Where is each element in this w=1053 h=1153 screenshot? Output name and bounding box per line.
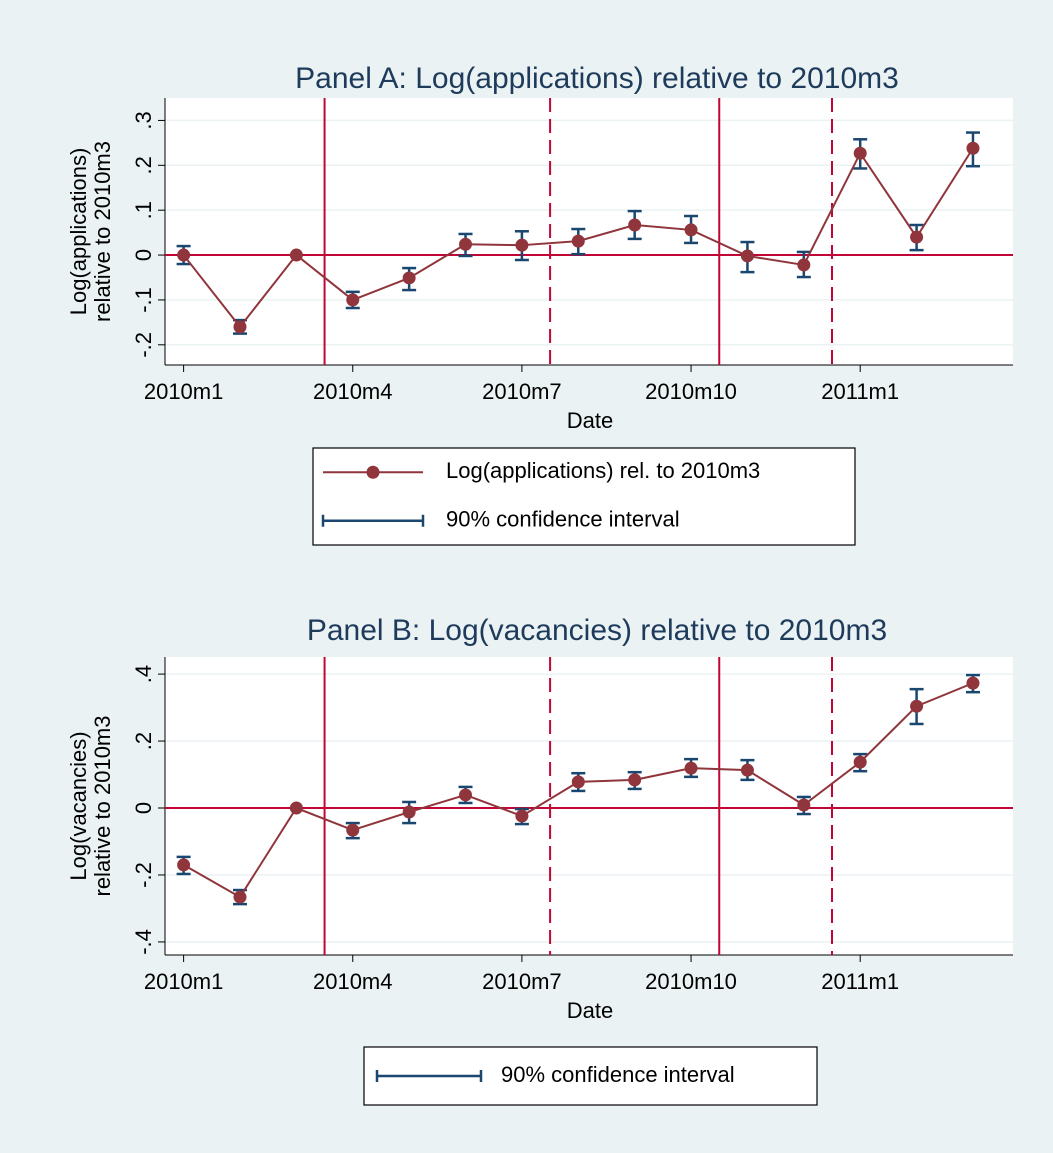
y-tick-label: .2 [131,732,156,750]
data-point [571,775,585,789]
x-axis-label: Date [567,998,613,1023]
data-point [910,230,924,244]
data-point [289,801,303,815]
data-point [797,798,811,812]
data-point [233,890,247,904]
chart-title: Panel A: Log(applications) relative to 2… [295,62,899,95]
data-point [853,146,867,160]
data-point [177,858,191,872]
x-tick-label: 2010m4 [313,379,393,404]
data-point [853,755,867,769]
data-point [571,234,585,248]
data-point [346,293,360,307]
y-axis-label: relative to 2010m3 [90,141,115,322]
plot-area [165,98,1013,365]
y-axis-label: Log(vacancies) [66,731,91,880]
y-axis-label: Log(applications) [66,148,91,316]
data-point [628,773,642,787]
y-tick-label: -.2 [131,332,156,358]
data-point [402,271,416,285]
data-point [684,761,698,775]
legend-box [312,447,856,546]
x-tick-label: 2010m10 [645,379,737,404]
data-point [628,218,642,232]
y-tick-label: 0 [131,802,156,814]
x-tick-label: 2010m1 [144,379,224,404]
plot-area [165,657,1013,955]
y-tick-label: -.1 [131,287,156,313]
y-tick-label: .4 [131,665,156,683]
y-tick-label: -.2 [131,862,156,888]
legend-label: 90% confidence interval [446,507,680,532]
legend-ci-symbol [375,1070,483,1082]
data-point [459,237,473,251]
y-tick-label: 0 [131,249,156,261]
data-point [177,248,191,262]
data-point [740,249,754,263]
data-point [289,248,303,262]
x-tick-label: 2010m4 [313,969,393,994]
data-point [515,238,529,252]
legend-ci-symbol [321,514,425,527]
x-tick-label: 2010m10 [645,969,737,994]
x-tick-label: 2010m7 [482,379,562,404]
x-tick-label: 2011m1 [821,379,899,404]
data-point [966,676,980,690]
chart-title: Panel B: Log(vacancies) relative to 2010… [307,614,887,647]
y-tick-label: .2 [131,156,156,174]
legend-marker [366,465,380,479]
data-point [797,258,811,272]
y-axis-label: relative to 2010m3 [90,716,115,897]
x-tick-label: 2011m1 [821,969,899,994]
data-point [346,823,360,837]
legend-label: 90% confidence interval [501,1062,735,1087]
data-point [684,223,698,237]
data-point [459,788,473,802]
y-tick-label: .1 [131,201,156,219]
data-point [402,805,416,819]
x-tick-label: 2010m7 [482,969,562,994]
data-point [966,141,980,155]
x-axis-label: Date [567,408,613,433]
data-point [233,320,247,334]
data-point [740,763,754,777]
legend-label: Log(applications) rel. to 2010m3 [446,458,760,483]
x-tick-label: 2010m1 [144,969,224,994]
data-point [910,699,924,713]
y-tick-label: -.4 [131,929,156,955]
data-point [515,809,529,823]
y-tick-label: .3 [131,111,156,129]
